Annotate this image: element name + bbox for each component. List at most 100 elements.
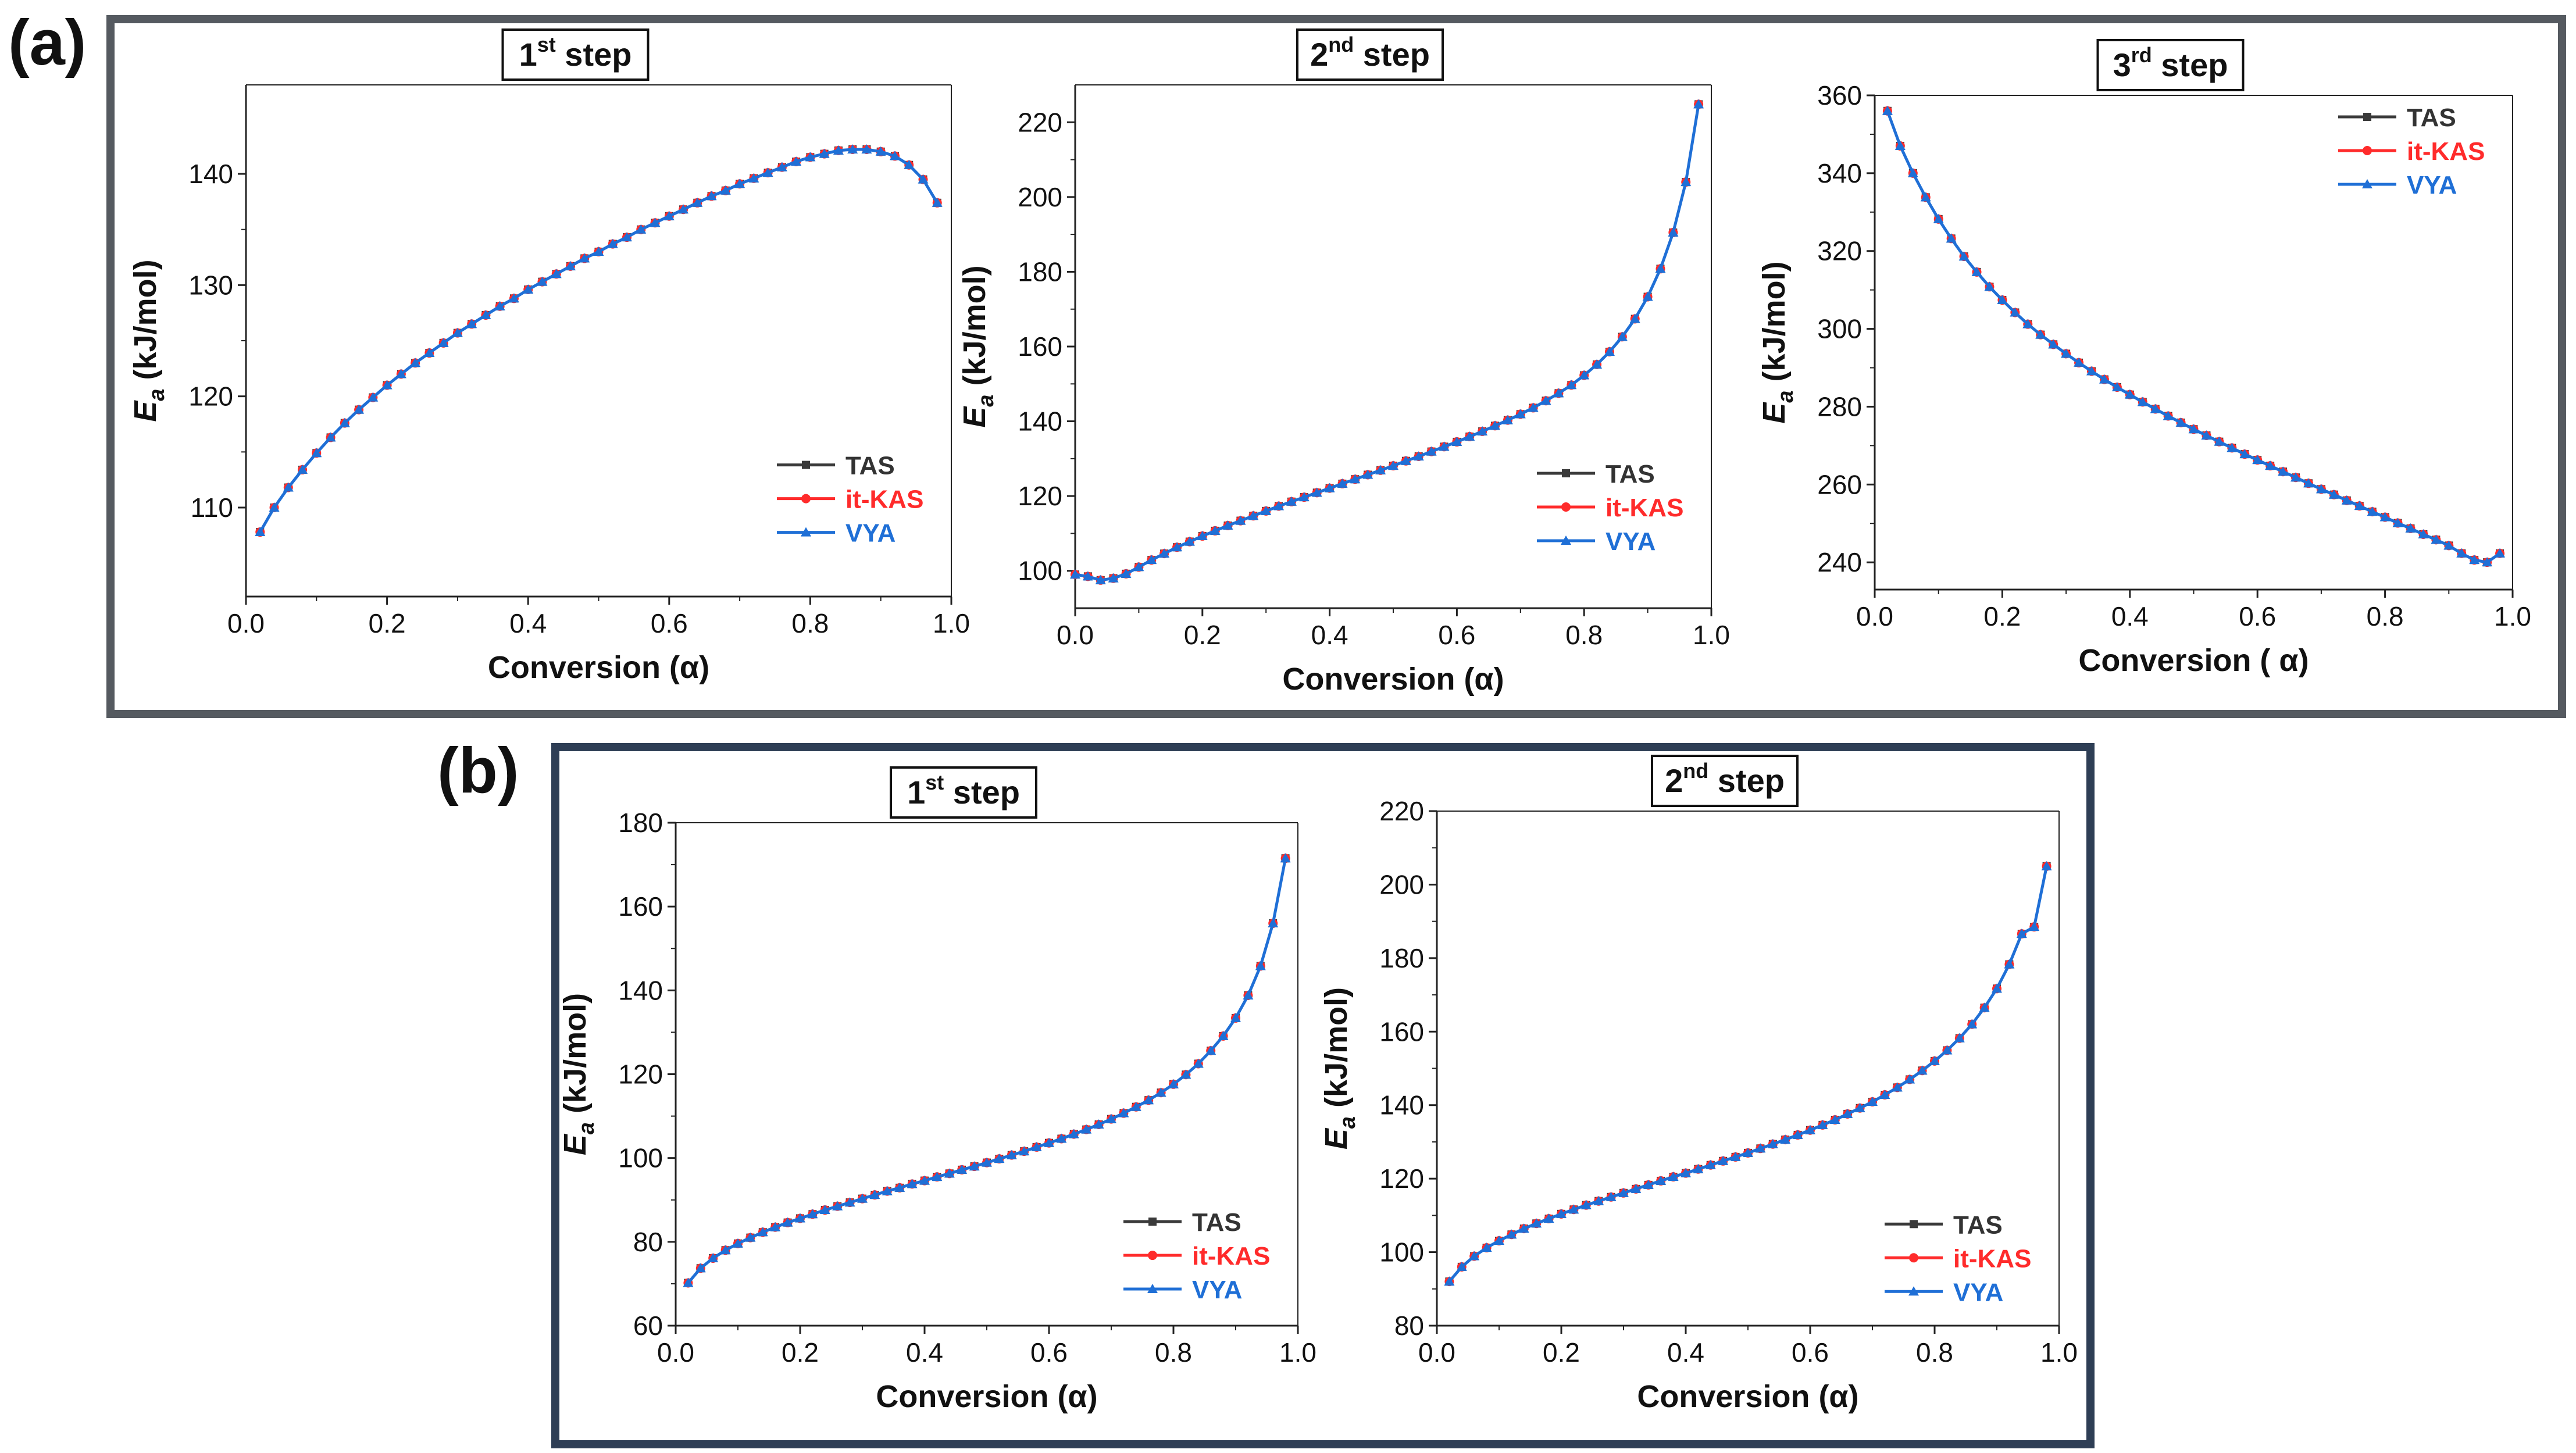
panel-b-frame (551, 743, 2095, 1448)
x-tick-label: 0.6 (1030, 1337, 1068, 1368)
data-point-vya (889, 151, 900, 160)
legend-label: VYA (1953, 1278, 2003, 1306)
data-point-vya (1031, 1141, 1042, 1151)
x-tick-label: 0.0 (227, 608, 265, 638)
x-tick-label: 0.8 (791, 608, 829, 638)
legend-label: it-KAS (845, 485, 923, 514)
data-point-vya (1261, 505, 1272, 515)
data-point-vya (791, 156, 802, 166)
data-point-vya (480, 310, 491, 319)
data-point-vya (2354, 501, 2365, 510)
y-tick-label: 120 (1018, 481, 1062, 511)
x-tick-label: 0.6 (2239, 601, 2276, 631)
data-point-vya (1882, 105, 1893, 115)
legend-marker (1148, 1251, 1157, 1261)
data-point-vya (1867, 1097, 1878, 1106)
data-point-vya (678, 204, 689, 214)
data-point-vya (1375, 465, 1386, 474)
legend-label: TAS (1605, 460, 1655, 488)
data-point-vya (782, 1217, 793, 1227)
data-point-vya (1642, 291, 1653, 301)
data-point-vya (1444, 1276, 1455, 1286)
y-tick-label: 200 (1018, 182, 1062, 212)
data-point-vya (1273, 501, 1285, 510)
data-point-vya (2004, 959, 2015, 969)
series-vya (1444, 861, 2052, 1286)
data-point-vya (1894, 141, 1906, 151)
data-point-vya (607, 238, 618, 248)
data-point-vya (2328, 489, 2339, 499)
data-point-vya (1656, 1175, 1667, 1185)
data-point-vya (1743, 1147, 1753, 1157)
data-point-vya (2392, 517, 2403, 527)
x-tick-label: 1.0 (933, 608, 970, 638)
series-vya (255, 144, 943, 537)
data-point-vya (2016, 929, 2027, 938)
data-point-vya (1235, 515, 1246, 525)
data-point-vya (636, 224, 647, 234)
data-point-vya (1992, 983, 2002, 993)
data-point-vya (2443, 540, 2454, 550)
data-point-vya (944, 1168, 955, 1178)
chart-title-box (890, 766, 1037, 819)
y-axis-label: Ea (kJ/mol) (1757, 261, 1798, 423)
legend-label: it-KAS (1192, 1242, 1270, 1270)
panel-a-frame (106, 15, 2566, 718)
chart-title-text: 1st step (907, 770, 1020, 811)
y-tick-label: 160 (1379, 1016, 1424, 1047)
x-tick-label: 0.2 (1543, 1337, 1580, 1368)
data-point-vya (932, 197, 943, 207)
x-axis-label: Conversion (α) (1637, 1379, 1858, 1414)
data-point-vya (1904, 1074, 1915, 1084)
data-point-vya (832, 1201, 843, 1211)
x-tick-label: 0.0 (1418, 1337, 1455, 1368)
x-tick-label: 0.2 (1983, 601, 2021, 631)
data-point-vya (734, 178, 745, 188)
y-tick-label: 300 (1817, 314, 1862, 344)
data-point-vya (2431, 534, 2442, 544)
x-tick-label: 0.4 (906, 1337, 943, 1368)
data-point-vya (2252, 455, 2263, 465)
data-point-vya (833, 145, 844, 155)
data-point-vya (1842, 1108, 1853, 1118)
data-point-vya (1205, 1045, 1216, 1055)
data-point-vya (395, 369, 406, 379)
x-tick-label: 0.6 (651, 608, 688, 638)
data-point-vya (918, 174, 929, 184)
data-point-vya (283, 482, 294, 492)
data-point-vya (776, 162, 787, 172)
data-point-vya (2137, 397, 2148, 406)
legend-marker (1147, 1284, 1158, 1294)
data-point-vya (1617, 331, 1628, 341)
y-tick-label: 120 (188, 381, 233, 412)
data-point-vya (795, 1213, 805, 1223)
data-point-vya (1172, 542, 1183, 552)
data-point-vya (1082, 571, 1093, 581)
data-point-vya (2022, 319, 2033, 329)
data-point-vya (622, 232, 633, 242)
data-point-vya (708, 1252, 719, 1262)
y-tick-label: 110 (191, 492, 233, 523)
data-point-vya (1817, 1119, 1828, 1129)
data-point-vya (1907, 167, 1918, 177)
x-tick-label: 0.8 (1916, 1337, 1953, 1368)
y-tick-label: 140 (1379, 1090, 1424, 1120)
series-vya (1882, 105, 2506, 567)
y-tick-label: 240 (1817, 547, 1862, 577)
data-point-vya (1184, 536, 1195, 546)
chart-title-text: 2nd step (1310, 33, 1430, 73)
data-point-vya (1605, 1191, 1617, 1201)
data-point-vya (857, 1193, 868, 1203)
data-point-vya (1920, 192, 1931, 202)
chart-title-box (501, 28, 650, 81)
data-point-vya (2188, 424, 2199, 434)
data-point-vya (1451, 436, 1462, 446)
data-point-vya (1400, 455, 1411, 465)
data-point-vya (919, 1175, 930, 1185)
data-point-vya (1180, 1069, 1191, 1079)
data-point-vya (2456, 548, 2467, 558)
data-point-vya (1780, 1134, 1791, 1144)
legend-marker (2363, 113, 2371, 121)
y-tick-label: 80 (633, 1227, 663, 1257)
